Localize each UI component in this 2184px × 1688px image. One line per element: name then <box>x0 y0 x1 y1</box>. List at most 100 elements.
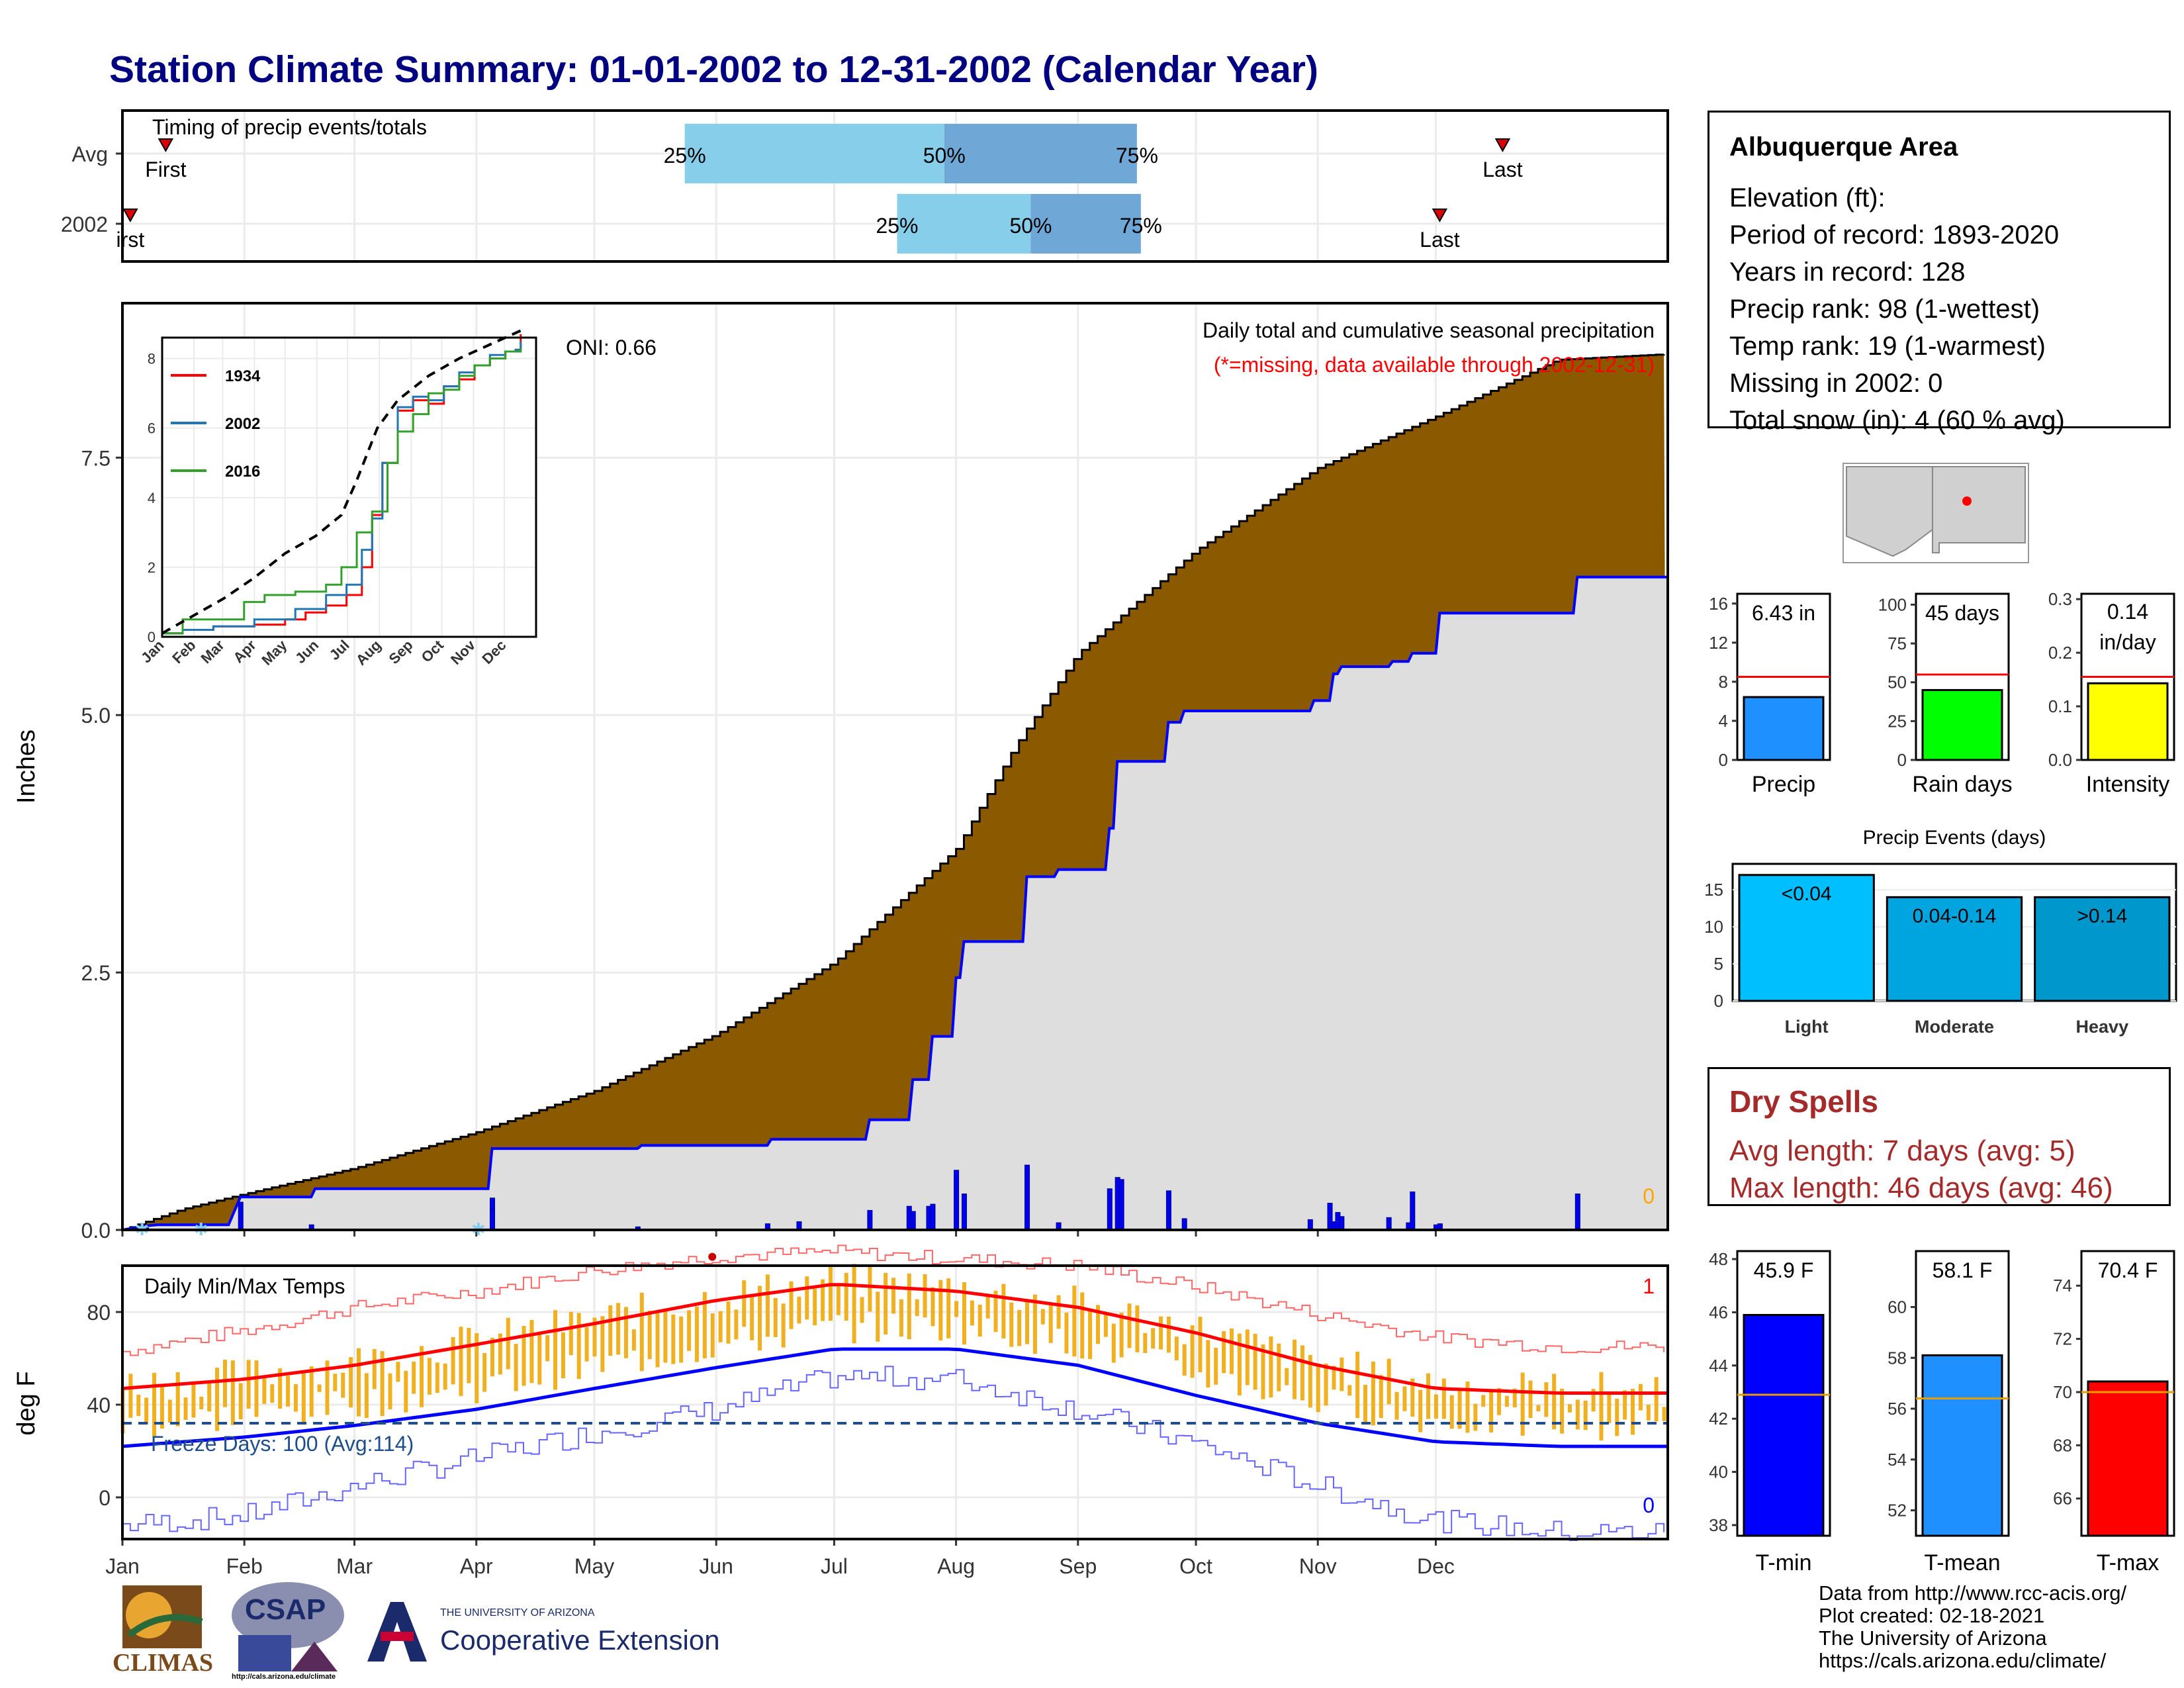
temp-panel-border <box>121 1264 1669 1540</box>
climas-logo: CLIMAS <box>109 1582 215 1681</box>
temp-daily-bar <box>246 1360 251 1409</box>
events-ytick-label: 0 <box>1714 991 1723 1011</box>
temp-daily-bar <box>380 1351 385 1417</box>
csap-logo-cloud <box>232 1582 344 1648</box>
precip-summary-ytick-label: 0.0 <box>2048 750 2072 770</box>
temp-daily-bar <box>1410 1378 1415 1417</box>
temp-summary-ytick-label: 46 <box>1709 1302 1728 1322</box>
temp-xtick-label: Jul <box>821 1554 848 1578</box>
precip-daily-bar <box>1165 1190 1171 1231</box>
temp-daily-bar <box>1599 1372 1604 1441</box>
temp-daily-bar <box>765 1274 770 1337</box>
events-bar-label: <0.04 <box>1782 883 1832 905</box>
temp-daily-bar <box>1402 1386 1407 1411</box>
temp-daily-bar <box>1198 1317 1203 1373</box>
temp-daily-bar <box>262 1377 267 1404</box>
temp-daily-bar <box>183 1397 188 1421</box>
csap-logo: CSAP http://cals.arizona.edu/climate <box>228 1579 347 1685</box>
temp-daily-bar <box>1127 1303 1132 1348</box>
temp-daily-bar <box>529 1320 534 1383</box>
temp-daily-bar <box>718 1311 723 1342</box>
precip-daily-bar <box>1307 1219 1313 1231</box>
temp-daily-bar <box>1528 1380 1533 1418</box>
station-info-line: Period of record: 1893-2020 <box>1729 220 2060 250</box>
temp-daily-bar <box>1560 1388 1565 1434</box>
temp-daily-bar <box>962 1282 966 1345</box>
station-info-line: Temp rank: 19 (1-warmest) <box>1729 332 2046 361</box>
temp-daily-bar <box>1040 1309 1045 1325</box>
temp-daily-bar <box>1615 1398 1619 1436</box>
precip-title: Daily total and cumulative seasonal prec… <box>1203 318 1655 342</box>
events-bar-label: 0.04-0.14 <box>1913 905 1997 927</box>
precip-daily-bar <box>961 1194 967 1231</box>
precip-daily-bar <box>1107 1188 1113 1231</box>
temp-daily-bar <box>631 1329 636 1351</box>
temp-daily-bar <box>789 1281 794 1329</box>
events-xlabel: Light <box>1785 1017 1829 1037</box>
temp-daily-bar <box>364 1373 369 1419</box>
temp-daily-bar <box>1371 1361 1375 1426</box>
temp-daily-bar <box>1017 1309 1022 1346</box>
inset-legend-label: 1934 <box>225 367 261 385</box>
temp-daily-bar <box>553 1310 558 1390</box>
temp-xtick-label: Feb <box>226 1554 263 1578</box>
temp-xtick-label: May <box>574 1554 614 1578</box>
temp-record-low-count: 0 <box>1643 1493 1655 1517</box>
precip-summary-xlabel: Rain days <box>1912 772 2012 797</box>
precip-summary-value-label: 0.14 <box>2107 600 2148 624</box>
temp-daily-bar <box>159 1385 164 1429</box>
timing-row-label: 2002 <box>61 212 108 236</box>
temp-record-max-line <box>122 1244 1665 1356</box>
csap-logo-graphic <box>232 1582 344 1671</box>
temp-summary-bar <box>1921 1354 2003 1537</box>
temp-daily-bar <box>254 1360 259 1417</box>
credit-line: Plot created: 02-18-2021 <box>1819 1604 2045 1627</box>
timing-bar-50-75 <box>944 124 1137 183</box>
timing-last-marker <box>1494 138 1511 153</box>
page-title: Station Climate Summary: 01-01-2002 to 1… <box>109 48 1318 91</box>
precip-summary-ytick-label: 50 <box>1888 673 1907 692</box>
precip-summary-ytick-label: 16 <box>1709 594 1728 614</box>
locator-map-station-dot <box>1962 496 1972 506</box>
temp-freeze-label: Freeze Days: 100 (Avg:114) <box>151 1432 414 1456</box>
temp-daily-bar <box>663 1311 668 1363</box>
temp-daily-bar <box>569 1311 573 1356</box>
temp-normal-max-line <box>122 1283 1668 1395</box>
temp-summary-xlabel: T-mean <box>1924 1550 2000 1575</box>
timing-row-label: Avg <box>71 142 108 166</box>
temp-daily-bar <box>1332 1366 1336 1390</box>
dry-spells-title: Dry Spells <box>1729 1084 1878 1119</box>
events-xlabel: Moderate <box>1915 1017 1994 1037</box>
events-title: Precip Events (days) <box>1863 827 2046 849</box>
temp-daily-bar <box>1465 1382 1470 1433</box>
temp-daily-bar <box>1300 1345 1304 1401</box>
temp-daily-bar <box>907 1274 911 1340</box>
timing-label-75: 75% <box>1116 144 1158 167</box>
temp-summary-value-label: 70.4 F <box>2098 1258 2158 1282</box>
credit-line: Data from http://www.rcc-acis.org/ <box>1819 1581 2127 1605</box>
temp-daily-bar <box>1441 1378 1446 1419</box>
temp-daily-bar <box>222 1360 227 1407</box>
dry-spells-avg: Avg length: 7 days (avg: 5) <box>1729 1135 2075 1167</box>
events-xlabel: Heavy <box>2076 1017 2129 1037</box>
timing-last-marker <box>1432 209 1448 223</box>
temp-daily-bar <box>467 1327 471 1383</box>
temp-daily-bar <box>868 1264 872 1312</box>
temp-daily-bar <box>1379 1375 1383 1419</box>
precip-ytick-label: 2.5 <box>81 961 111 985</box>
temp-daily-bar <box>537 1333 542 1385</box>
inset-ytick-label: 2 <box>148 559 156 576</box>
temp-daily-bar <box>333 1374 338 1391</box>
credit-line: https://cals.arizona.edu/climate/ <box>1819 1649 2107 1672</box>
temp-daily-bar <box>1607 1392 1612 1424</box>
temp-summary-ytick-label: 48 <box>1709 1249 1728 1269</box>
temp-daily-bar <box>286 1376 291 1407</box>
precip-ytick-label: 7.5 <box>81 446 111 470</box>
temp-summary-ytick-label: 42 <box>1709 1409 1728 1429</box>
temp-daily-bar <box>427 1358 432 1395</box>
inset-ytick-label: 0 <box>148 629 156 645</box>
temp-daily-bar <box>1481 1395 1486 1407</box>
temp-daily-bar <box>993 1290 998 1333</box>
temp-daily-bar <box>813 1288 817 1326</box>
